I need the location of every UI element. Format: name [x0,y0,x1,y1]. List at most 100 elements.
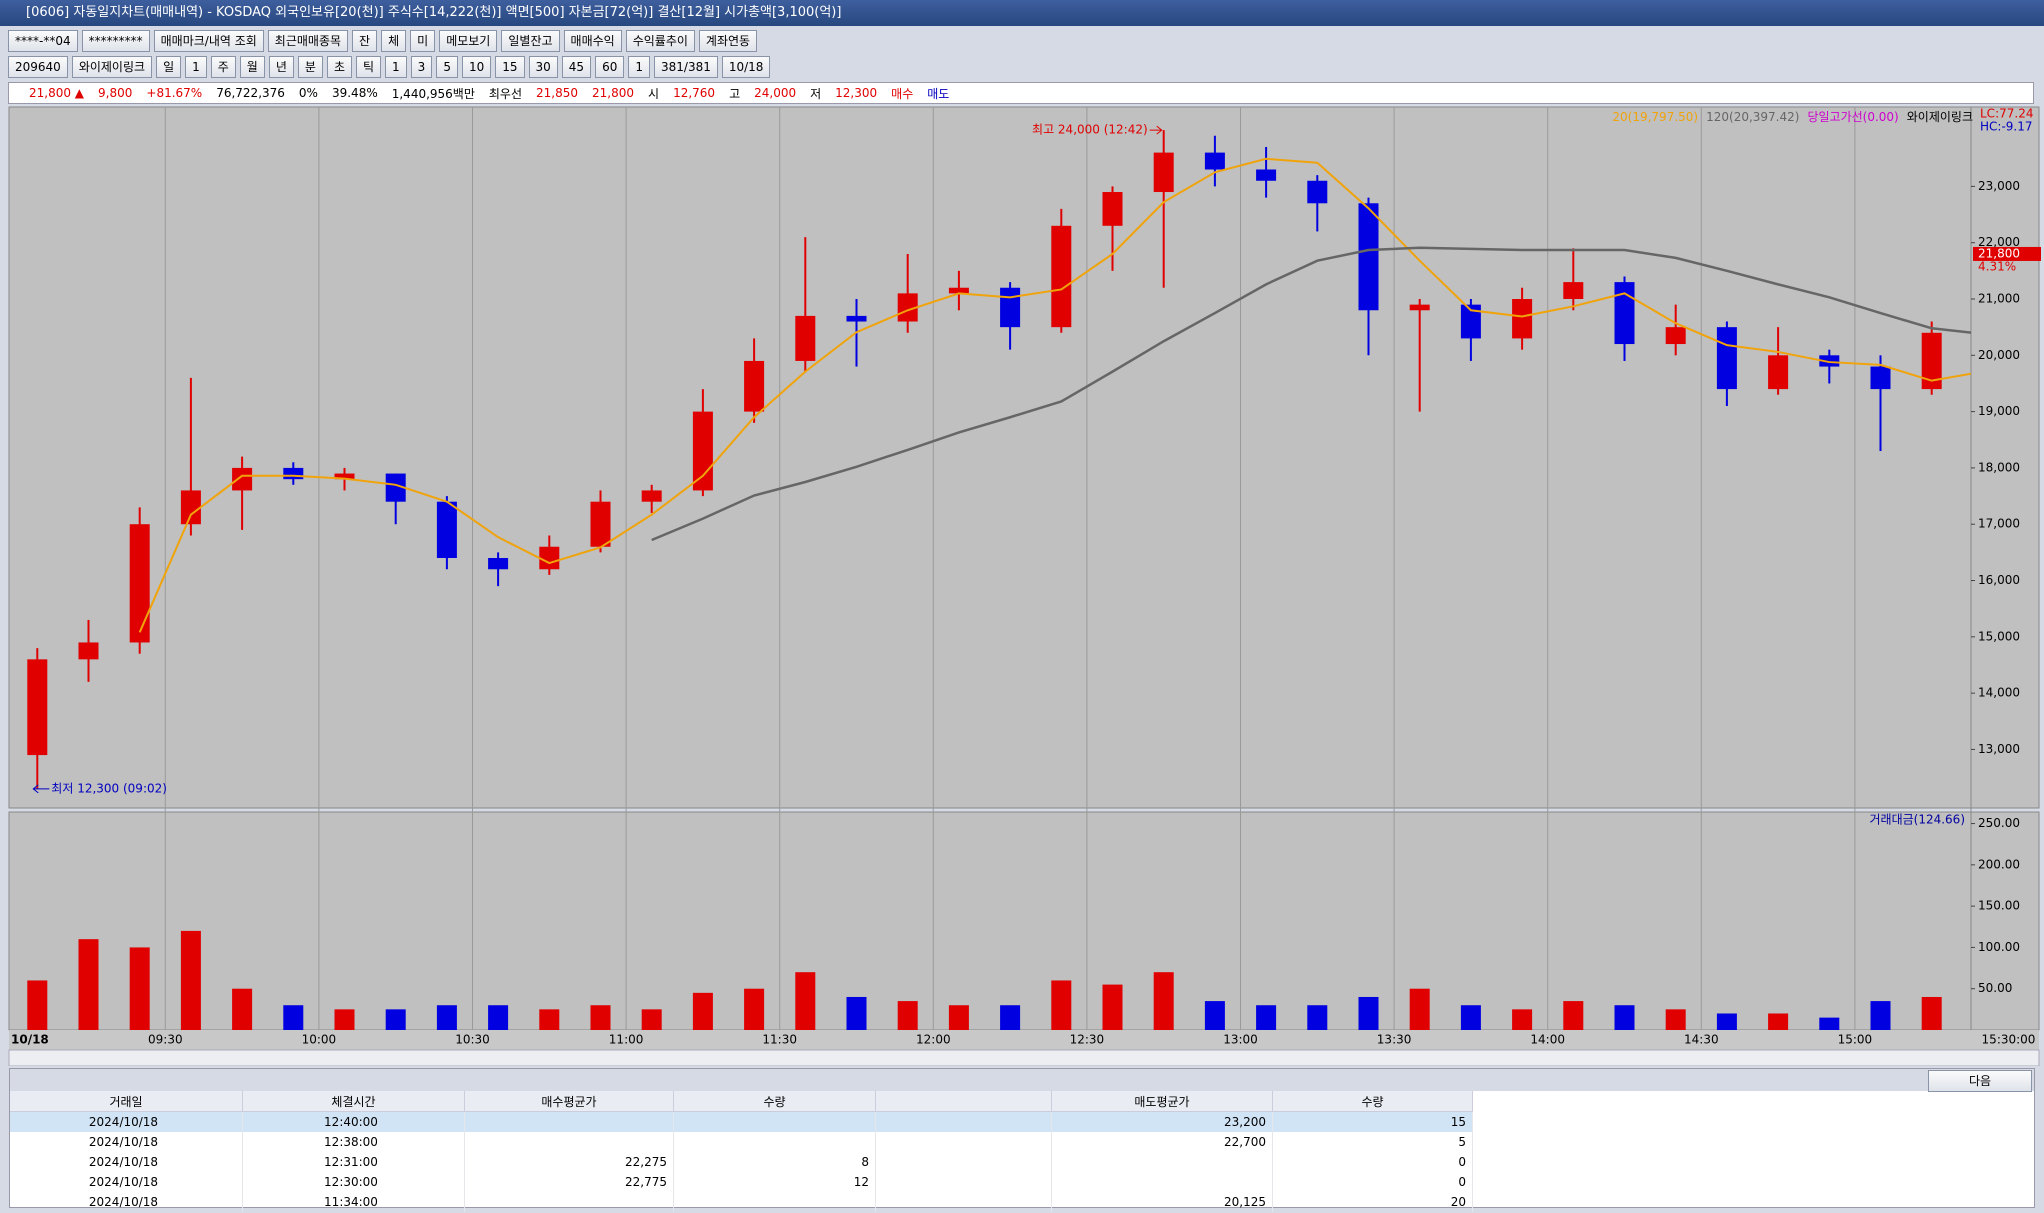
toolbar-button[interactable]: 10 [461,56,492,78]
volume-bar [948,1005,969,1030]
quote-field: 매도 [927,86,950,101]
table-cell [464,1132,674,1152]
candle-body [1307,180,1328,204]
table-row[interactable]: 2024/10/18 12:38:00 22,700 5 [10,1132,1473,1152]
toolbar-button[interactable]: 15 [495,56,525,78]
table-row[interactable]: 2024/10/18 12:31:00 22,275 8 0 [10,1152,1473,1172]
ma-line [138,157,1971,633]
x-tick-label: 14:00 [1530,1033,1565,1047]
toolbar-button[interactable]: 209640 [8,56,68,78]
column-header: 매도평균가 [1051,1091,1273,1112]
x-tick-label: 13:00 [1223,1033,1258,1047]
column-header: 수량 [673,1091,876,1112]
toolbar-button[interactable]: 틱 [355,56,382,78]
table-cell [875,1132,1052,1152]
y-tick-label: 15,000 [1978,629,2020,643]
toolbar-button[interactable]: 체 [381,30,407,52]
table-row[interactable]: 2024/10/18 11:34:00 20,125 20 [10,1192,1473,1212]
toolbar-button[interactable]: ********* [81,30,150,52]
table-cell: 2024/10/18 [10,1132,243,1152]
candle-body [1665,327,1686,345]
table-cell: 12:31:00 [242,1152,465,1172]
volume-bar [1716,1013,1737,1030]
header-row: 거래일 체결시간 매수평균가 수량 매도평균가 수량 [10,1091,1473,1112]
table-cell [875,1152,1052,1172]
table-row[interactable]: 2024/10/18 12:30:00 22,775 12 0 [10,1172,1473,1192]
toolbar: ****-**04 ********* 매매마크/내역 조회 최근매매종목 잔 체 미 메모보… [8,29,758,53]
toolbar-button[interactable]: 매매마크/내역 조회 [153,30,264,52]
toolbar-button[interactable]: 1 [628,56,650,78]
candle-body [1460,304,1481,339]
quote-field: 0% [298,86,318,100]
quote-field: 최우선 [488,86,523,101]
toolbar-button[interactable]: ****-**04 [8,30,78,52]
toolbar-button[interactable]: 매매수익 [563,30,622,52]
toolbar-button[interactable]: 30 [528,56,558,78]
next-button[interactable]: 다음 [1928,1070,2032,1092]
toolbar-button[interactable]: 년 [268,56,294,78]
column-header: 수량 [1272,1091,1473,1112]
toolbar-button[interactable]: 주 [210,56,236,78]
column-header: 매수평균가 [464,1091,674,1112]
legend-entry: 와이제이링크 [1907,110,1973,124]
toolbar-button[interactable]: 381/381 [654,56,718,78]
x-tick-label: 12:30 [1070,1033,1105,1047]
table-cell [464,1111,674,1132]
volume-bar [232,988,253,1030]
toolbar-button[interactable]: 미 [410,30,436,52]
candle-body [27,659,48,756]
candle-body [1051,225,1072,328]
volume-panel [8,811,2040,1031]
x-tick-label: 12:00 [916,1033,951,1047]
title-bar: [0606] 자동일지차트(매매내역) - KOSDAQ 외국인보유[20(천)… [0,0,2044,26]
lc-label: LC:77.24 [1980,107,2033,121]
toolbar-button[interactable]: 60 [595,56,625,78]
toolbar-button[interactable]: 3 [410,56,433,78]
candle-body [641,490,662,502]
volume-bar [1460,1005,1481,1030]
volume-bar [488,1005,509,1030]
table-cell [464,1192,674,1212]
volume-bar [1512,1009,1533,1030]
volume-bar [846,996,867,1030]
table-cell: 0 [1272,1172,1473,1192]
table-row[interactable]: 2024/10/18 12:40:00 23,200 15 [10,1111,1473,1132]
trade-panel: 다음 거래일 체결시간 매수평균가 수량 매도평균가 수량 2024/10/18 12:40:… [9,1068,2035,1212]
toolbar-button[interactable]: 분 [297,56,323,78]
volume-bar [1000,1005,1021,1030]
toolbar-button[interactable]: 일 [156,56,182,78]
candle-body [1153,152,1174,193]
table-cell: 2024/10/18 [10,1172,243,1192]
candle-body [283,467,304,480]
candle-body [1000,287,1021,328]
legend-entry: 20(19,797.50) [1612,110,1698,124]
toolbar-button[interactable]: 일별잔고 [501,30,560,52]
quote-field: 12,760 [673,86,716,100]
toolbar-button[interactable]: 45 [561,56,592,78]
volume-bar [1153,972,1174,1030]
toolbar-button[interactable]: 수익률추이 [625,30,695,52]
toolbar-button[interactable]: 와이제이링크 [71,56,153,78]
candle-body [436,501,457,559]
price-tag [1973,246,2041,261]
table-cell: 23,200 [1051,1111,1273,1132]
toolbar-button[interactable]: 월 [239,56,265,78]
toolbar-button[interactable]: 1 [185,56,207,78]
toolbar-button[interactable]: 메모보기 [439,30,498,52]
table-cell [673,1192,876,1212]
quote-field: 시 [648,86,660,101]
table-cell: 5 [1272,1132,1473,1152]
price-change: 4.31% [1978,259,2016,273]
toolbar-button[interactable]: 계좌연동 [698,30,758,52]
toolbar-button[interactable]: 최근매매종목 [267,30,349,52]
y-tick-label: 21,000 [1978,292,2020,306]
toolbar-button[interactable]: 10/18 [721,56,771,78]
volume-bar [1614,1005,1635,1030]
volume-bar [1256,1005,1277,1030]
table-cell [875,1172,1052,1192]
toolbar-button[interactable]: 잔 [352,30,378,52]
toolbar-button[interactable]: 초 [326,56,352,78]
toolbar-button[interactable]: 5 [436,56,458,78]
y-tick-label: 20,000 [1978,348,2020,362]
toolbar-button[interactable]: 1 [385,56,407,78]
